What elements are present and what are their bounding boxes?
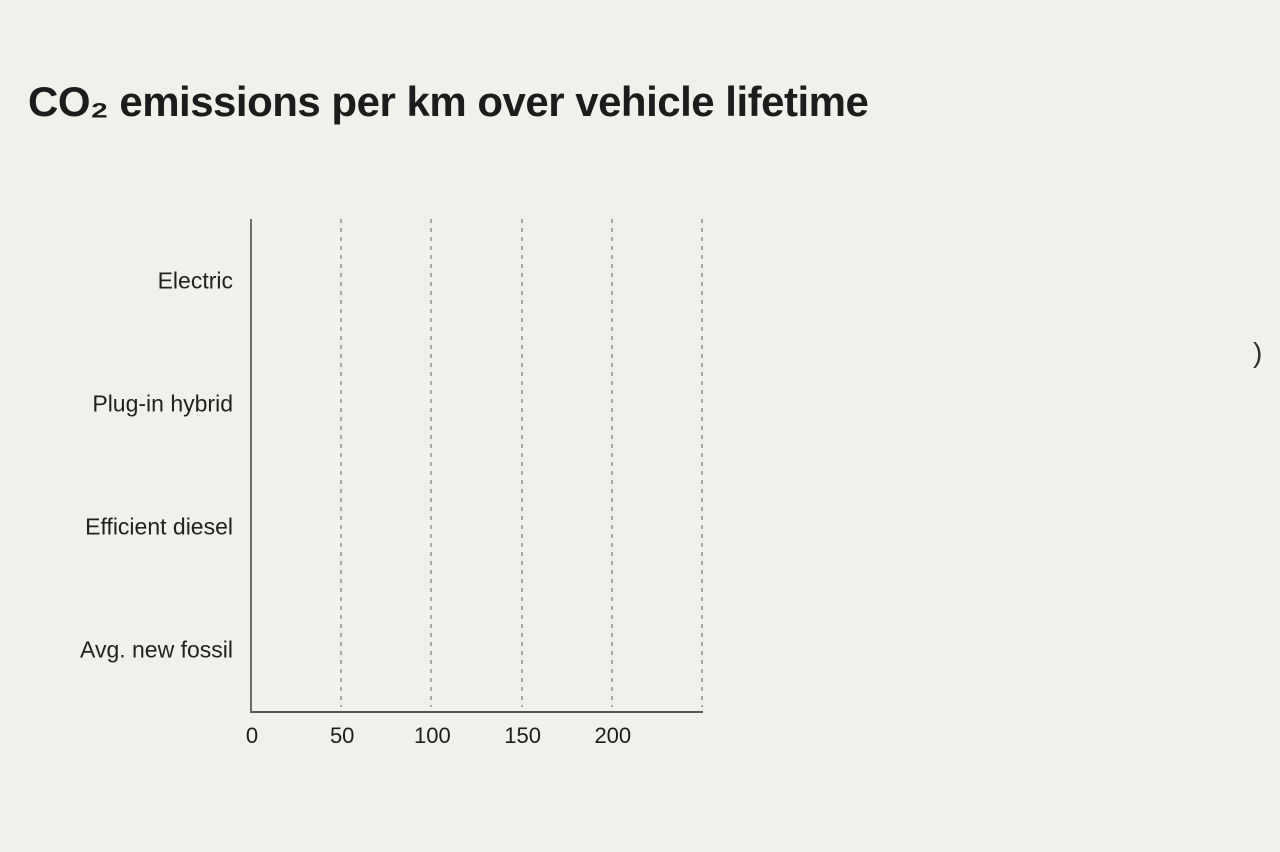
category-label-efficient-diesel: Efficient diesel	[85, 513, 233, 539]
category-label-plug-in-hybrid: Plug-in hybrid	[92, 390, 233, 416]
tick-label-150: 150	[504, 723, 541, 748]
tick-label-200: 200	[594, 723, 632, 748]
y-axis-category-labels: Electric Plug-in hybrid Efficient diesel Av…	[0, 219, 233, 711]
category-label-avg-new-fossil: Avg. new fossil	[80, 636, 233, 662]
tick-label-50: 50	[329, 723, 355, 748]
gridline-x-50	[340, 219, 343, 707]
gridline-x-250	[701, 219, 703, 707]
gridline-x-150	[520, 219, 523, 707]
chart-title: CO₂ emissions per km over vehicle lifeti…	[28, 78, 869, 125]
gridline-x-200	[610, 219, 613, 707]
bars-layer	[252, 219, 703, 711]
clipped-paren-fragment: )	[1253, 337, 1263, 368]
tick-label-100: 100	[414, 723, 451, 748]
category-label-electric: Electric	[157, 267, 233, 293]
x-axis-tick-labels: 0 50 100 150 200	[0, 723, 1280, 753]
gridline-x-100	[430, 219, 433, 707]
plot-area	[250, 219, 703, 713]
tick-label-0: 0	[245, 723, 259, 748]
gridlines-layer	[252, 219, 703, 711]
